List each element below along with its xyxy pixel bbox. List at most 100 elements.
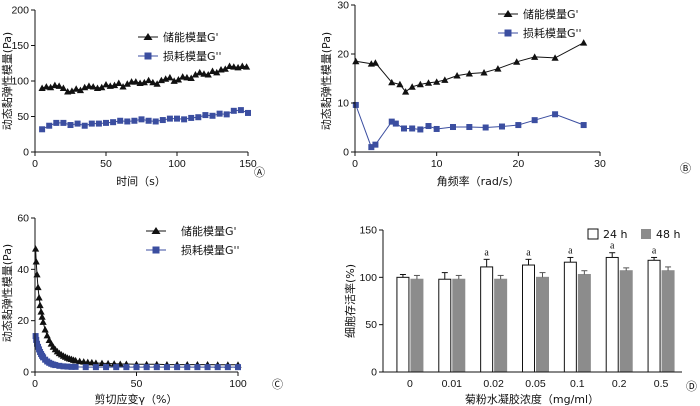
bar-24h bbox=[438, 278, 452, 373]
panel-c: 0 20 40 60 0 50 100 剪切应变γ（%） 动态黏弹性模量(Pa) 储能模量G… bbox=[0, 213, 283, 406]
y-tick-label: 50 bbox=[365, 319, 377, 331]
x-tick-label: 20 bbox=[512, 158, 524, 170]
data-point-loss bbox=[174, 115, 180, 122]
data-point-storage bbox=[149, 78, 157, 86]
x-tick-label: 0.01 bbox=[442, 378, 463, 390]
significance-label: a bbox=[484, 247, 489, 258]
y-tick-label: 0 bbox=[371, 367, 377, 379]
data-point-loss bbox=[417, 126, 424, 133]
data-point-loss bbox=[580, 122, 587, 129]
data-point-loss bbox=[181, 116, 188, 123]
data-point-storage bbox=[145, 76, 153, 84]
series-line-storage bbox=[35, 248, 238, 366]
legend: 24 h 48 h bbox=[587, 228, 680, 241]
data-point-storage bbox=[396, 80, 404, 88]
data-point-loss bbox=[143, 364, 150, 371]
data-point-loss bbox=[138, 116, 145, 123]
data-point-loss bbox=[235, 364, 241, 371]
legend-label-24h: 24 h bbox=[603, 228, 627, 241]
significance-label: a bbox=[652, 245, 657, 256]
data-point-storage bbox=[371, 59, 380, 66]
data-point-storage bbox=[424, 79, 433, 86]
data-point-storage bbox=[32, 258, 40, 265]
data-point-storage bbox=[204, 71, 212, 78]
data-point-loss bbox=[53, 119, 60, 126]
significance-label: a bbox=[568, 245, 573, 256]
bar-48h bbox=[410, 278, 424, 373]
data-point-loss bbox=[214, 364, 221, 371]
data-point-storage bbox=[580, 39, 588, 46]
data-point-loss bbox=[425, 123, 432, 130]
data-point-loss bbox=[368, 144, 375, 151]
x-tick-label: 50 bbox=[131, 378, 143, 390]
data-point-storage bbox=[179, 73, 187, 80]
legend-marker-square bbox=[152, 246, 160, 254]
data-point-loss bbox=[482, 124, 489, 131]
data-point-loss bbox=[209, 112, 216, 119]
legend-label-storage: 储能模量G' bbox=[523, 7, 579, 21]
y-tick-label: 20 bbox=[337, 49, 349, 61]
x-tick-label: 10 bbox=[431, 158, 443, 170]
y-tick-label: 100 bbox=[11, 76, 29, 88]
data-point-loss bbox=[81, 122, 88, 129]
data-point-storage bbox=[416, 80, 424, 88]
data-point-storage bbox=[37, 308, 45, 315]
y-tick-label: 0 bbox=[23, 147, 29, 159]
data-point-loss bbox=[392, 120, 399, 127]
data-point-storage bbox=[402, 88, 410, 95]
data-point-loss bbox=[552, 111, 559, 118]
data-point-storage bbox=[123, 80, 131, 87]
data-point-loss bbox=[123, 364, 130, 371]
legend-marker-square bbox=[144, 52, 152, 60]
panel-label: Ⓒ bbox=[272, 378, 283, 391]
data-point-storage bbox=[76, 86, 85, 94]
legend-label-loss: 损耗模量G'' bbox=[181, 243, 240, 257]
data-point-storage bbox=[441, 76, 449, 83]
bar-24h bbox=[480, 266, 494, 373]
legend-label-loss: 损耗模量G'' bbox=[163, 49, 222, 63]
legend-marker-triangle bbox=[151, 227, 161, 234]
panel-label: Ⓑ bbox=[680, 162, 691, 175]
y-tick-label: 20 bbox=[17, 315, 29, 327]
y-tick-label: 0 bbox=[23, 367, 29, 379]
data-point-storage bbox=[47, 83, 55, 91]
x-tick-label: 0.5 bbox=[654, 378, 669, 390]
data-point-storage bbox=[352, 57, 360, 65]
data-point-storage bbox=[465, 70, 473, 77]
bar-24h bbox=[605, 256, 619, 373]
x-tick-label: 50 bbox=[100, 158, 112, 170]
legend-marker-triangle bbox=[503, 10, 513, 17]
data-point-storage bbox=[41, 326, 49, 333]
y-tick-label: 150 bbox=[11, 40, 29, 52]
bar-48h bbox=[619, 270, 633, 373]
data-point-loss bbox=[74, 120, 81, 127]
data-point-loss bbox=[52, 362, 59, 369]
data-point-loss bbox=[34, 340, 41, 347]
data-point-loss bbox=[409, 125, 416, 132]
data-point-loss bbox=[133, 364, 140, 371]
data-point-loss bbox=[450, 124, 456, 131]
data-point-storage bbox=[102, 80, 110, 88]
panel-d: a a a a a 0 50 100 150 0 0.01 0.02 0.05 0.1 0.2 0.5 菊粉… bbox=[343, 225, 697, 406]
x-tick-label: 0 bbox=[32, 378, 38, 390]
data-point-loss bbox=[174, 364, 181, 371]
x-tick-label: 0 bbox=[32, 158, 38, 170]
legend-marker-triangle bbox=[143, 33, 153, 40]
bar-48h bbox=[577, 273, 591, 373]
data-point-storage bbox=[36, 301, 44, 309]
data-point-loss bbox=[103, 119, 109, 126]
data-point-loss bbox=[202, 112, 209, 119]
data-point-loss bbox=[124, 118, 131, 125]
data-point-loss bbox=[230, 107, 237, 114]
data-point-storage bbox=[132, 78, 140, 85]
data-point-loss bbox=[184, 364, 191, 371]
y-tick-label: 100 bbox=[359, 272, 377, 284]
data-point-storage bbox=[85, 82, 93, 89]
data-point-storage bbox=[43, 331, 51, 339]
data-point-loss bbox=[352, 101, 359, 108]
data-point-loss bbox=[145, 117, 152, 124]
data-point-loss bbox=[237, 107, 244, 114]
data-point-storage bbox=[115, 79, 123, 87]
data-point-storage bbox=[225, 62, 234, 69]
